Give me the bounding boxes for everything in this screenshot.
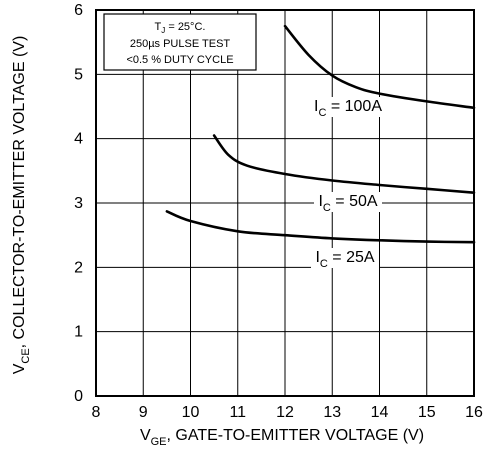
y-tick-label: 3 bbox=[74, 195, 83, 212]
annotation-frame bbox=[103, 13, 257, 71]
y-tick-label: 4 bbox=[74, 131, 83, 148]
x-tick-labels: 8 9 10 11 12 13 14 15 16 bbox=[92, 404, 483, 421]
x-tick-label: 8 bbox=[92, 404, 101, 421]
curve-label-background bbox=[314, 192, 382, 212]
curve-label-1: IC = 100A bbox=[314, 98, 382, 119]
curve-series-2 bbox=[212, 134, 476, 194]
curve-label-background bbox=[309, 97, 387, 117]
x-tick-label: 15 bbox=[418, 404, 436, 421]
x-tick-label: 10 bbox=[182, 404, 200, 421]
curve-label-3: IC = 25A bbox=[315, 249, 374, 270]
x-tick-label: 13 bbox=[323, 404, 341, 421]
curve-label-2: IC = 50A bbox=[318, 193, 377, 214]
y-tick-label: 5 bbox=[74, 66, 83, 83]
y-tick-label: 6 bbox=[74, 2, 83, 19]
annotation-box: TJ = 25°C. 250µs PULSE TEST <0.5 % DUTY … bbox=[103, 13, 257, 71]
curve-series-3 bbox=[165, 210, 476, 244]
plot-frame bbox=[95, 9, 475, 397]
x-tick-label: 14 bbox=[371, 404, 389, 421]
curve-label-background bbox=[311, 248, 379, 268]
curve-series-1 bbox=[283, 24, 476, 110]
annotation-line-2: 250µs PULSE TEST bbox=[130, 38, 231, 50]
x-tick-label: 9 bbox=[139, 404, 148, 421]
y-tick-label: 0 bbox=[74, 388, 83, 405]
y-tick-label: 2 bbox=[74, 259, 83, 276]
curve-labels: IC = 100A IC = 50A IC = 25A bbox=[309, 97, 387, 270]
x-tick-label: 11 bbox=[229, 404, 246, 421]
y-tick-label: 1 bbox=[74, 324, 83, 341]
x-tick-label: 12 bbox=[276, 404, 294, 421]
x-tick-label: 16 bbox=[465, 404, 483, 421]
x-axis-title: VGE, GATE-TO-EMITTER VOLTAGE (V) bbox=[140, 427, 424, 448]
annotation-line-3: <0.5 % DUTY CYCLE bbox=[126, 54, 233, 66]
curves bbox=[165, 24, 476, 244]
y-tick-labels: 0 1 2 3 4 5 6 bbox=[74, 2, 83, 405]
annotation-line-1: TJ = 25°C. bbox=[155, 21, 206, 35]
y-axis-title: VCE, COLLECTOR-TO-EMITTER VOLTAGE (V) bbox=[11, 36, 32, 375]
